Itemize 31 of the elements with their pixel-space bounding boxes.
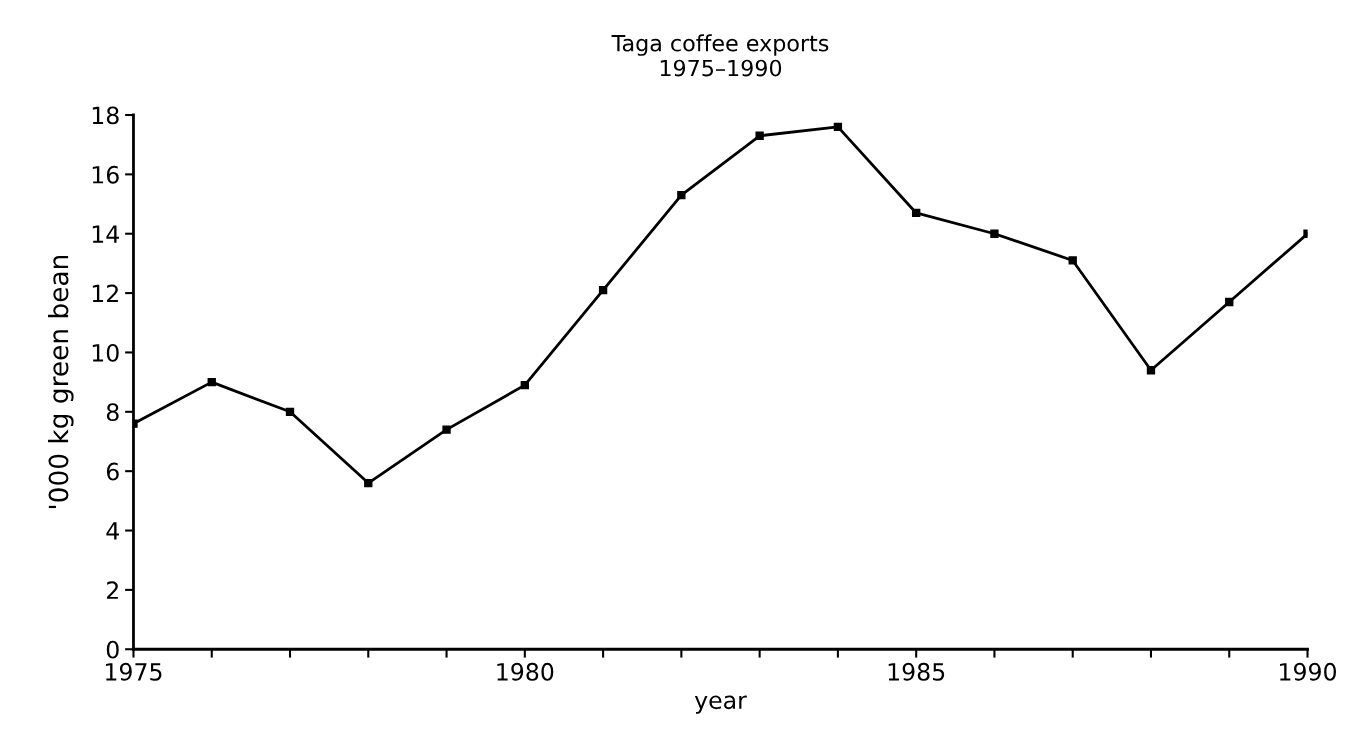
point: [990, 229, 999, 238]
point: [1146, 366, 1156, 375]
y-tick-label: 10: [92, 343, 119, 362]
point: [364, 478, 373, 488]
y-tick-label: 8: [106, 403, 119, 422]
point: [285, 407, 295, 416]
point: [207, 377, 216, 387]
point: [833, 122, 843, 132]
y-tick-label: 18: [92, 106, 119, 125]
y-tick-label: 6: [106, 462, 119, 481]
y-tick-label: 16: [92, 165, 119, 184]
x-tick-label: 1980: [497, 662, 554, 681]
y-axis-title: '000 kg green bean: [48, 255, 74, 509]
chart-title: Taga coffee exports 1975–1990: [611, 34, 829, 77]
x-tick-label: 1975: [106, 662, 162, 681]
y-tick-label: 0: [106, 640, 119, 659]
y-tick-label: 4: [106, 522, 119, 540]
x-tick-label: 1990: [1280, 662, 1336, 681]
x-axis-title: year: [694, 695, 747, 714]
point: [677, 190, 686, 200]
y-tick-label: 14: [92, 225, 119, 243]
point: [755, 131, 764, 140]
point: [520, 380, 529, 390]
point: [598, 285, 608, 295]
point: [1068, 256, 1077, 265]
point: [1225, 297, 1234, 307]
x-tick-label: 1985: [888, 662, 945, 681]
point: [912, 208, 921, 218]
y-tick-label: 12: [92, 284, 118, 303]
y-tick-label: 2: [106, 581, 118, 599]
point: [442, 425, 451, 434]
